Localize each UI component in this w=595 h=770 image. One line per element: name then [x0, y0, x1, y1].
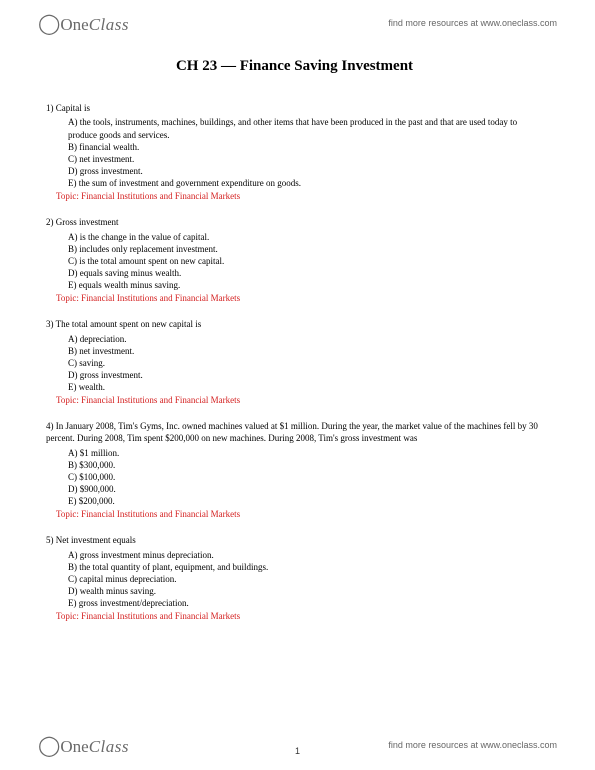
option: E) the sum of investment and government … — [68, 177, 543, 189]
option: D) equals saving minus wealth. — [68, 267, 543, 279]
option: D) wealth minus saving. — [68, 585, 543, 597]
option: A) the tools, instruments, machines, bui… — [68, 116, 543, 140]
question: 5) Net investment equals A) gross investm… — [46, 534, 543, 622]
question-topic: Topic: Financial Institutions and Financ… — [46, 292, 543, 304]
question-stem: 5) Net investment equals — [46, 534, 543, 546]
option: B) net investment. — [68, 345, 543, 357]
option: D) gross investment. — [68, 165, 543, 177]
option: C) net investment. — [68, 153, 543, 165]
option: E) wealth. — [68, 381, 543, 393]
option-list: A) the tools, instruments, machines, bui… — [46, 116, 543, 189]
option: E) $200,000. — [68, 495, 543, 507]
page-footer: ◯OneClass find more resources at www.one… — [38, 732, 557, 758]
option: C) $100,000. — [68, 471, 543, 483]
option: B) financial wealth. — [68, 141, 543, 153]
option: A) depreciation. — [68, 333, 543, 345]
option: D) gross investment. — [68, 369, 543, 381]
option: C) capital minus depreciation. — [68, 573, 543, 585]
question-topic: Topic: Financial Institutions and Financ… — [46, 394, 543, 406]
option: A) is the change in the value of capital… — [68, 231, 543, 243]
logo-text-class: Class — [89, 737, 129, 756]
resource-link[interactable]: find more resources at www.oneclass.com — [388, 18, 557, 28]
option: E) gross investment/depreciation. — [68, 597, 543, 609]
brand-logo-footer: ◯OneClass — [38, 733, 129, 758]
page-header: ◯OneClass find more resources at www.one… — [38, 10, 557, 36]
brand-logo: ◯OneClass — [38, 11, 129, 36]
question-topic: Topic: Financial Institutions and Financ… — [46, 610, 543, 622]
option-list: A) depreciation.B) net investment.C) sav… — [46, 333, 543, 394]
question-topic: Topic: Financial Institutions and Financ… — [46, 190, 543, 202]
question-topic: Topic: Financial Institutions and Financ… — [46, 508, 543, 520]
resource-link-footer[interactable]: find more resources at www.oneclass.com — [388, 740, 557, 750]
question: 3) The total amount spent on new capital… — [46, 318, 543, 406]
logo-text-one: One — [60, 737, 88, 756]
option: E) equals wealth minus saving. — [68, 279, 543, 291]
option: B) includes only replacement investment. — [68, 243, 543, 255]
question-stem: 3) The total amount spent on new capital… — [46, 318, 543, 330]
document-body: CH 23 — Finance Saving Investment 1) Cap… — [46, 56, 543, 636]
option-list: A) gross investment minus depreciation.B… — [46, 549, 543, 610]
page-title: CH 23 — Finance Saving Investment — [46, 56, 543, 76]
option: A) $1 million. — [68, 447, 543, 459]
question-stem: 4) In January 2008, Tim's Gyms, Inc. own… — [46, 420, 543, 444]
logo-text-class: Class — [89, 15, 129, 34]
question: 2) Gross investment A) is the change in t… — [46, 216, 543, 304]
option: C) is the total amount spent on new capi… — [68, 255, 543, 267]
option: D) $900,000. — [68, 483, 543, 495]
option: B) the total quantity of plant, equipmen… — [68, 561, 543, 573]
logo-icon: ◯ — [38, 735, 60, 757]
option: B) $300,000. — [68, 459, 543, 471]
question-stem: 1) Capital is — [46, 102, 543, 114]
option-list: A) $1 million.B) $300,000.C) $100,000.D)… — [46, 447, 543, 508]
logo-text-one: One — [60, 15, 88, 34]
option-list: A) is the change in the value of capital… — [46, 231, 543, 292]
option: A) gross investment minus depreciation. — [68, 549, 543, 561]
question: 1) Capital is A) the tools, instruments, … — [46, 102, 543, 202]
question-stem: 2) Gross investment — [46, 216, 543, 228]
question-list: 1) Capital is A) the tools, instruments, … — [46, 102, 543, 622]
question: 4) In January 2008, Tim's Gyms, Inc. own… — [46, 420, 543, 520]
option: C) saving. — [68, 357, 543, 369]
logo-icon: ◯ — [38, 13, 60, 35]
